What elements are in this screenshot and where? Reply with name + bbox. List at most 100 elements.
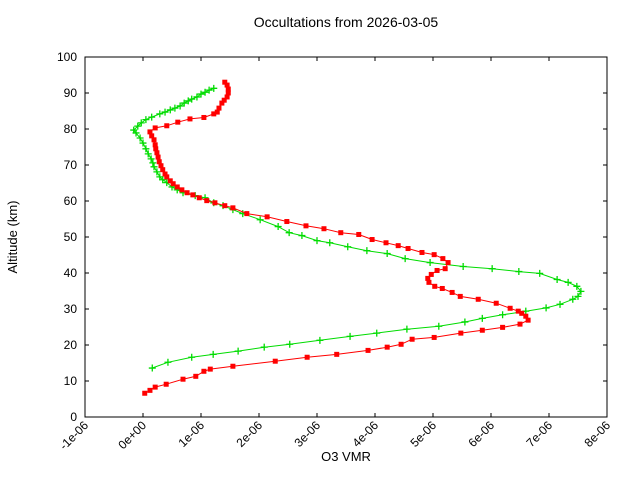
plot-border: [84, 56, 608, 418]
occultation-profile-green-marker-plus: [363, 247, 371, 255]
occultation-profile-green-marker-plus: [499, 311, 507, 319]
occultation-profile-red-marker-square: [216, 105, 222, 111]
occultation-profile-red-marker-square: [196, 195, 202, 201]
x-tick-label: 4e-06: [350, 418, 382, 450]
occultation-profile-green-marker-plus: [274, 223, 282, 231]
axes-layer: -1e-06 0e+00 1e-06 2e-06 3e-06 4e-06 5e-06 6e-0…: [57, 50, 614, 453]
occultation-profile-green-marker-plus: [515, 268, 523, 276]
occultation-profile-green-marker-plus: [426, 259, 434, 267]
occultation-profile-red-marker-square: [222, 203, 228, 209]
x-tick-label: 3e-06: [292, 418, 324, 450]
occultation-profile-red-marker-square: [230, 205, 236, 211]
occultation-profile-red-marker-square: [493, 300, 499, 306]
occultation-profile-red-marker-square: [142, 390, 148, 396]
occultation-profile-red-marker-square: [214, 109, 220, 115]
occultation-profile-red-marker-square: [383, 240, 389, 246]
occultation-profile-red-marker-square: [193, 373, 199, 379]
occultation-profile-green-marker-plus: [164, 358, 172, 366]
occultation-profile-red-marker-square: [442, 266, 448, 272]
occultation-profile-green-marker-plus: [153, 168, 161, 176]
occultation-profile-green-marker-plus: [260, 343, 268, 351]
occultation-profile-green-marker-plus: [156, 173, 164, 181]
occultation-profile-red-marker-square: [222, 79, 228, 85]
occultation-profile-red-marker-square: [152, 142, 158, 148]
occultation-profile-green-marker-plus: [326, 239, 334, 247]
y-tick-label: 30: [64, 302, 78, 316]
x-tick-label: 6e-06: [466, 418, 498, 450]
occultation-profile-red-marker-square: [458, 330, 464, 336]
y-axis-label: Altitude (km): [5, 201, 20, 274]
occultation-profile-red-marker-square: [338, 230, 344, 236]
x-tick-label: 5e-06: [408, 418, 440, 450]
x-tick-label: 8e-06: [582, 418, 614, 450]
y-tick-label: 40: [64, 266, 78, 280]
occultation-profile-green-marker-plus: [150, 163, 158, 171]
occultation-profile-green-marker-plus: [286, 340, 294, 348]
occultation-profile-green-marker-plus: [210, 84, 218, 92]
occultation-profile-red-marker-square: [515, 308, 521, 314]
occultation-profile-red-marker-square: [167, 178, 173, 184]
y-tick-label: 100: [57, 50, 77, 64]
occultation-profile-green-marker-plus: [134, 122, 142, 130]
occultation-profile-red-marker-square: [244, 211, 250, 217]
y-tick-label: 90: [64, 86, 78, 100]
occultation-profile-red-marker-square: [419, 249, 425, 255]
occultation-profile-green-marker-plus: [205, 86, 213, 94]
occultation-profile-green-marker-plus: [536, 269, 544, 277]
occultation-profile-red-marker-square: [517, 321, 523, 327]
occultation-profile-red-marker-square: [201, 114, 207, 120]
occultation-profile-red-marker-square: [158, 163, 164, 169]
occultation-profile-red-marker-square: [147, 387, 153, 393]
occultation-profile-red-marker-square: [432, 283, 438, 289]
occultation-profile-red-marker-square: [149, 133, 155, 139]
occultation-profile-red-marker-square: [164, 123, 170, 129]
occultation-profile-red-marker-square: [525, 317, 531, 323]
occultation-profile-green-marker-plus: [176, 102, 184, 110]
occultation-profile-red-marker-square: [356, 231, 362, 237]
occultation-profile-green-marker-plus: [197, 90, 205, 98]
y-tick-label: 60: [64, 194, 78, 208]
occultation-profile-red-marker-square: [190, 192, 196, 198]
occultation-profile-green-marker-plus: [346, 332, 354, 340]
occultation-profile-red-marker-square: [151, 137, 157, 143]
x-axis-label: O3 VMR: [321, 449, 371, 464]
occultation-profile-red-marker-square: [475, 296, 481, 302]
occultation-profile-red-marker-square: [303, 223, 309, 229]
occultation-profile-red-marker-square: [225, 86, 231, 92]
occultation-profile-green-marker-plus: [383, 250, 391, 258]
occultation-profile-red-marker-square: [207, 366, 213, 372]
occultation-profile-green-marker-plus: [180, 99, 188, 107]
occultation-profile-red-marker-square: [175, 119, 181, 125]
occultation-profile-red-marker-square: [523, 313, 529, 319]
occultation-profile-red-marker-square: [184, 190, 190, 196]
occultation-profile-red-marker-square: [507, 305, 513, 311]
occultation-profile-red-marker-square: [365, 347, 371, 353]
occultation-profile-red-marker-square: [152, 384, 158, 390]
occultation-profile-red-marker-square: [304, 354, 310, 360]
occultation-profile-green-marker-plus: [161, 108, 169, 116]
y-tick-label: 20: [64, 338, 78, 352]
occultation-profile-green-marker-plus: [148, 113, 156, 121]
occultation-profile-red-marker-square: [147, 129, 153, 135]
series-occultation-profile-green: [130, 84, 585, 372]
occultation-profile-green-marker-plus: [556, 300, 564, 308]
occultation-profile-red-marker-square: [160, 167, 166, 173]
occultation-profile-red-marker-square: [264, 214, 270, 220]
occultation-profile-green-marker-plus: [553, 275, 561, 283]
occultation-profile-red-marker-square: [431, 334, 437, 340]
occultation-profile-red-marker-square: [162, 171, 168, 177]
occultation-profile-red-marker-square: [230, 363, 236, 369]
occultation-profile-red-marker-square: [519, 310, 525, 316]
occultation-profile-red-marker-square: [152, 125, 158, 131]
occultation-profile-green-marker-plus: [144, 150, 152, 158]
occultation-profile-red-marker-square: [425, 275, 431, 281]
occultation-profile-red-marker-square: [384, 344, 390, 350]
occultation-profile-green-marker-plus: [147, 155, 155, 163]
occultation-profile-red-marker-square: [428, 271, 434, 277]
occultation-profile-red-marker-square: [225, 90, 231, 96]
occultation-profile-green-marker-plus: [577, 287, 585, 295]
occultation-profile-green-marker-plus: [136, 134, 144, 142]
y-tick-label: 50: [64, 230, 78, 244]
